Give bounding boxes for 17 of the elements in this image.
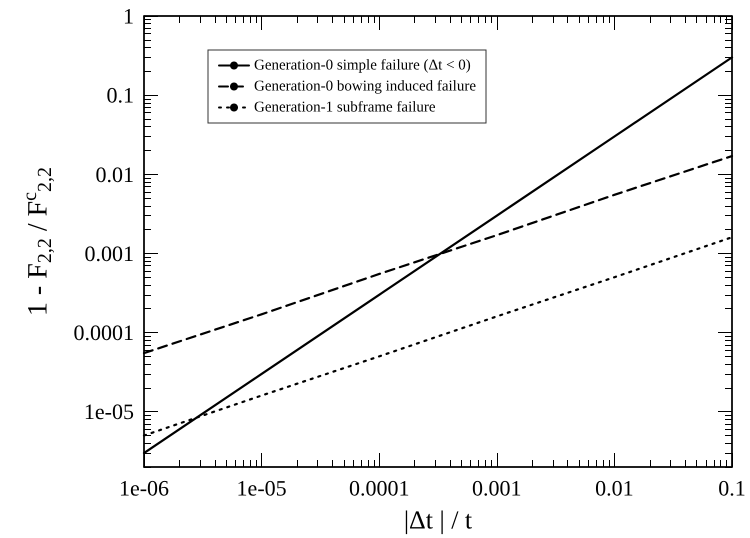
x-axis-title: |Δt | / t	[404, 506, 473, 534]
y-tick-label: 0.0001	[74, 320, 134, 346]
y-tick-label: 1e-05	[84, 399, 134, 424]
legend-label: Generation-0 simple failure (Δt < 0)	[254, 58, 471, 74]
y-tick-label: 1	[123, 4, 134, 28]
y-axis-title: 1 - F2,2 / Fc2,2	[19, 166, 56, 316]
y-tick-label: 0.1	[106, 82, 134, 108]
x-tick-label: 0.0001	[348, 476, 410, 500]
x-tick-label: 1e-05	[236, 476, 287, 500]
legend-label: Generation-1 subframe failure	[254, 100, 436, 116]
x-tick-label: 0.01	[595, 476, 634, 500]
x-tick-label: 1e-06	[118, 476, 170, 500]
y-tick-label: 0.001	[84, 240, 134, 266]
x-tick-label: 0.1	[718, 476, 746, 500]
x-tick-label: 0.001	[472, 476, 522, 500]
legend-label: Generation-0 bowing induced failure	[254, 78, 476, 94]
y-tick-label: 0.01	[96, 162, 134, 187]
